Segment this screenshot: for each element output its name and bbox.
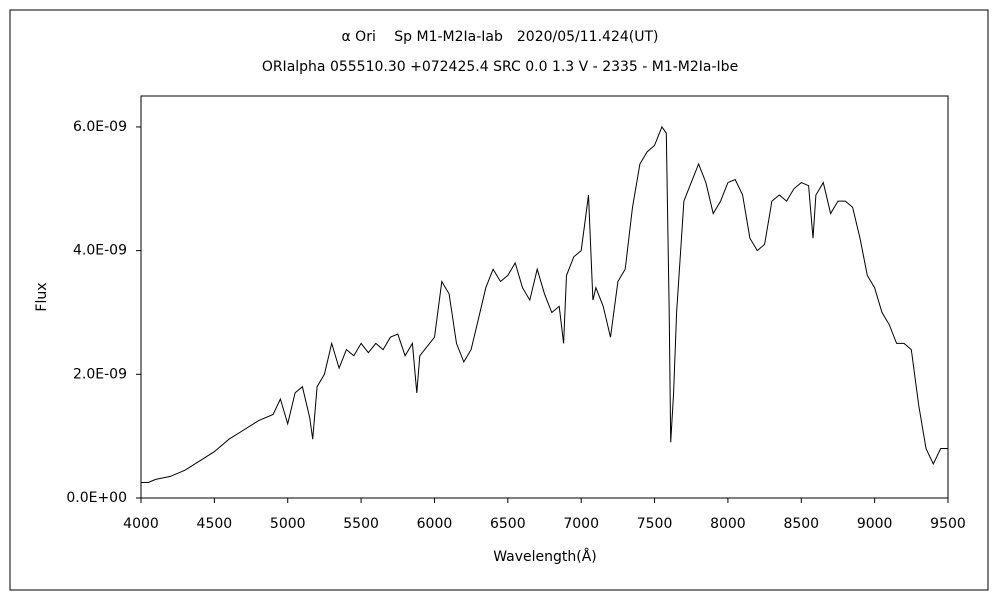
x-tick-label: 9500 [930,516,966,532]
x-tick-label: 6500 [490,516,526,532]
x-tick-label: 9000 [857,516,893,532]
x-tick-label: 8000 [710,516,746,532]
y-tick-label: 6.0E-09 [73,119,127,135]
x-tick-label: 4500 [197,516,233,532]
frame [9,9,989,591]
spectrum-line [141,125,948,483]
chart-title: α Ori Sp M1-M2Ia-Iab 2020/05/11.424(UT) [342,29,659,45]
y-tick-label: 2.0E-09 [73,366,127,382]
x-axis-label: Wavelength(Å) [493,548,597,565]
y-tick-label: 4.0E-09 [73,243,127,259]
x-tick-label: 7000 [563,516,599,532]
x-tick-label: 7500 [637,516,673,532]
x-tick-label: 4000 [123,516,159,532]
y-axis-label: Flux [34,282,50,311]
x-tick-label: 5000 [270,516,306,532]
plot-area [140,95,949,499]
x-tick-label: 5500 [343,516,379,532]
y-tick-label: 0.0E+00 [66,490,127,506]
chart-subtitle: ORIalpha 055510.30 +072425.4 SRC 0.0 1.3… [262,59,738,75]
x-tick-label: 8500 [783,516,819,532]
x-tick-label: 6000 [417,516,453,532]
